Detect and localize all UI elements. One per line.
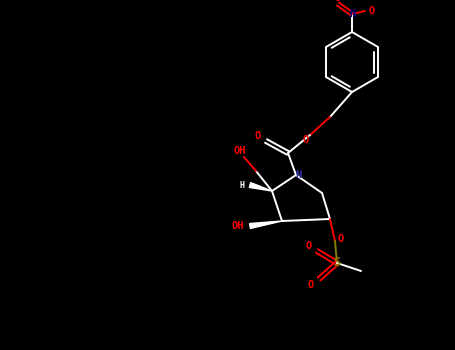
Text: N: N xyxy=(295,170,301,180)
Text: O: O xyxy=(306,241,312,251)
Text: O: O xyxy=(308,280,314,290)
Text: O: O xyxy=(369,6,375,16)
Text: N: N xyxy=(349,9,355,19)
Text: O: O xyxy=(303,135,309,145)
Text: H: H xyxy=(239,181,244,189)
Polygon shape xyxy=(249,183,272,191)
Text: O: O xyxy=(338,234,344,244)
Polygon shape xyxy=(250,221,282,229)
Text: S: S xyxy=(334,257,340,270)
Text: O: O xyxy=(255,131,261,141)
Text: O: O xyxy=(335,0,341,3)
Text: OH: OH xyxy=(232,221,244,231)
Text: OH: OH xyxy=(234,146,246,156)
